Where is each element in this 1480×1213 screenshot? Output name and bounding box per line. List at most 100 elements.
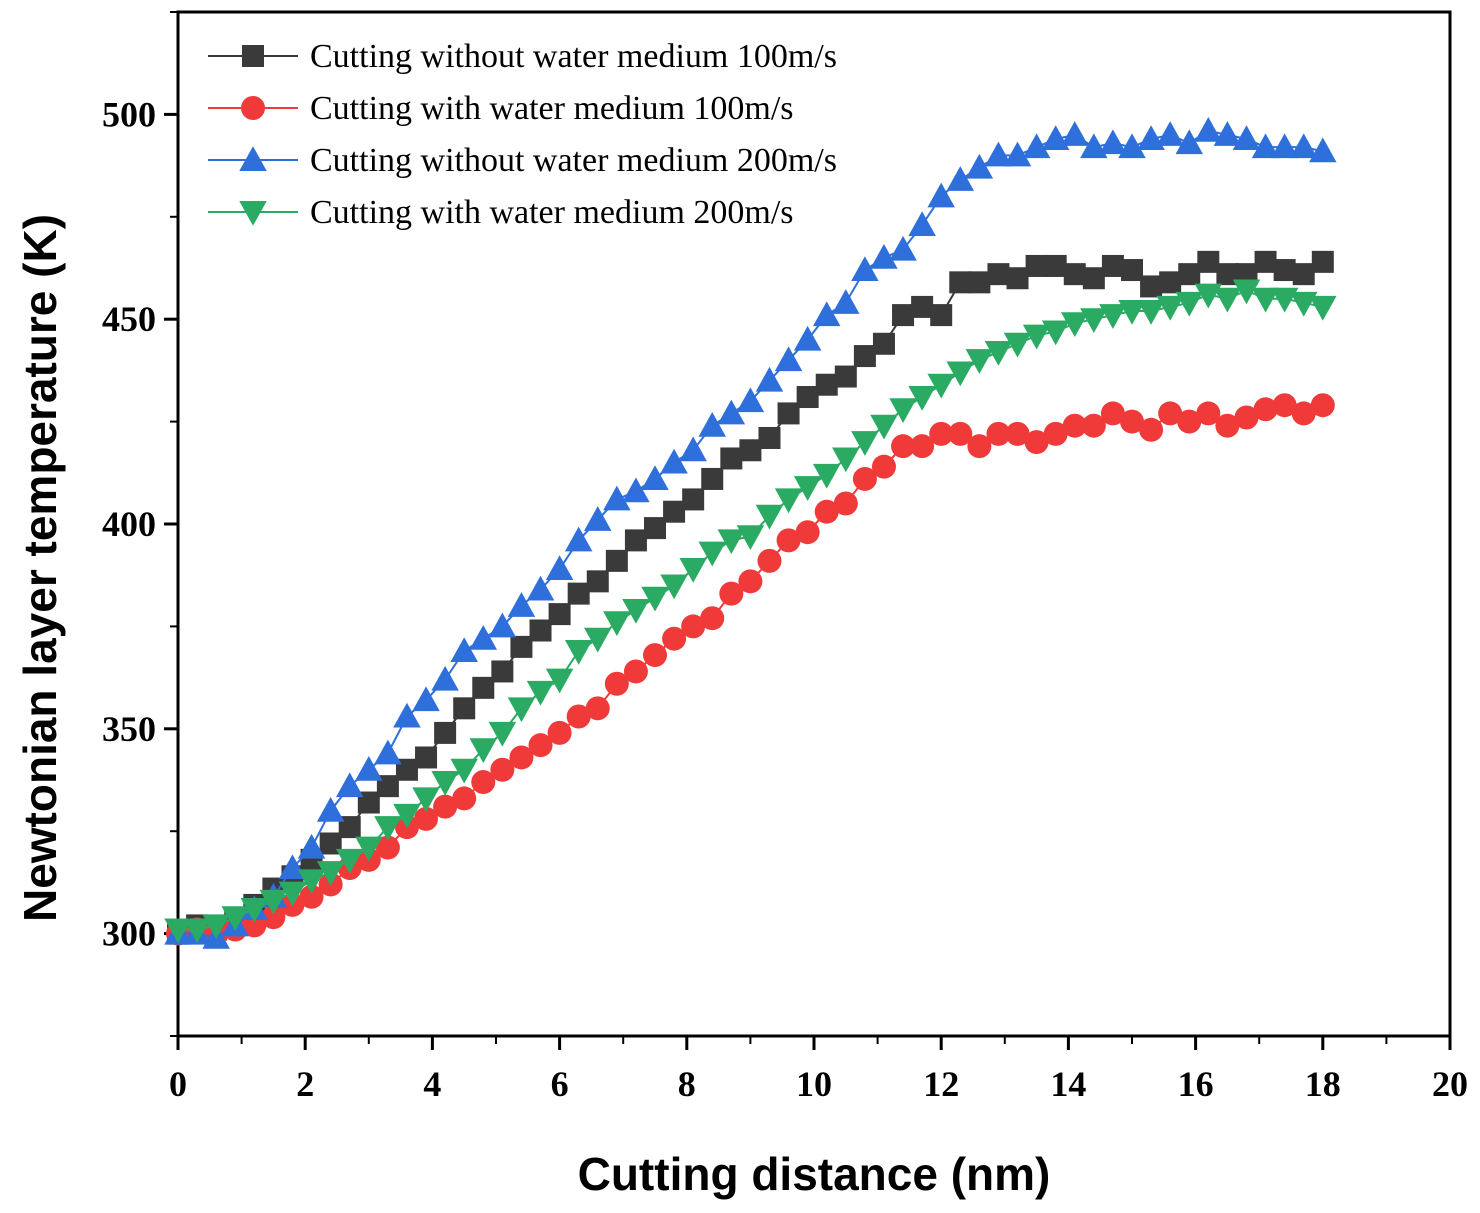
legend-marker bbox=[239, 201, 267, 226]
data-point bbox=[491, 660, 514, 683]
data-point bbox=[221, 906, 249, 931]
data-point bbox=[698, 411, 726, 437]
data-point bbox=[911, 295, 934, 318]
y-tick-label: 450 bbox=[102, 299, 156, 339]
data-point bbox=[1022, 324, 1051, 350]
data-point bbox=[469, 624, 498, 650]
data-point bbox=[1003, 141, 1032, 167]
data-point bbox=[183, 918, 211, 944]
data-point bbox=[701, 467, 724, 490]
data-point bbox=[930, 304, 953, 327]
data-point bbox=[965, 153, 994, 179]
data-point bbox=[1062, 413, 1087, 438]
data-point bbox=[335, 772, 364, 798]
data-point bbox=[1292, 263, 1315, 286]
legend-item: Cutting with water medium 100m/s bbox=[208, 90, 794, 127]
data-point bbox=[814, 499, 839, 524]
legend-label: Cutting with water medium 100m/s bbox=[310, 90, 794, 127]
x-tick-label: 14 bbox=[1050, 1064, 1086, 1104]
data-point bbox=[736, 525, 765, 551]
data-point bbox=[622, 477, 650, 503]
data-point bbox=[547, 720, 572, 745]
data-point bbox=[1213, 287, 1242, 313]
data-point bbox=[566, 704, 591, 729]
series-3 bbox=[164, 117, 1337, 949]
data-point bbox=[297, 833, 326, 859]
data-point bbox=[908, 386, 936, 411]
data-point bbox=[622, 599, 650, 624]
data-point bbox=[796, 386, 819, 409]
data-point bbox=[851, 256, 879, 282]
data-point bbox=[604, 671, 629, 696]
data-point bbox=[1024, 430, 1049, 455]
data-point bbox=[1309, 137, 1337, 163]
data-point bbox=[1232, 279, 1261, 305]
data-point bbox=[528, 733, 553, 758]
data-point bbox=[776, 528, 801, 553]
data-point bbox=[1158, 401, 1183, 426]
data-point bbox=[414, 806, 439, 831]
data-point bbox=[433, 794, 458, 819]
data-point bbox=[472, 676, 495, 699]
legend: Cutting without water medium 100m/s Cutti… bbox=[208, 38, 837, 231]
legend-label: Cutting without water medium 200m/s bbox=[310, 142, 837, 179]
data-point bbox=[1061, 121, 1089, 146]
x-tick-label: 4 bbox=[423, 1064, 441, 1104]
series-4 bbox=[164, 279, 1337, 944]
data-point bbox=[758, 426, 781, 449]
data-point bbox=[1025, 254, 1048, 277]
data-point bbox=[1251, 133, 1280, 159]
data-point bbox=[431, 665, 459, 691]
data-point bbox=[1156, 121, 1184, 146]
data-point bbox=[1120, 409, 1144, 434]
data-point bbox=[660, 574, 688, 600]
y-axis-title: Newtonian layer temperature (K) bbox=[14, 214, 66, 922]
data-point bbox=[1101, 254, 1124, 277]
data-point bbox=[202, 914, 230, 940]
data-point bbox=[717, 399, 746, 425]
data-point bbox=[1118, 300, 1146, 325]
data-point bbox=[833, 491, 858, 516]
data-point bbox=[872, 332, 895, 355]
data-point bbox=[355, 756, 383, 781]
x-axis-title: Cutting distance (nm) bbox=[578, 1148, 1051, 1200]
legend-item: Cutting without water medium 100m/s bbox=[208, 38, 837, 75]
data-point bbox=[1118, 133, 1146, 159]
data-point bbox=[660, 448, 688, 474]
y-tick-label: 350 bbox=[102, 709, 156, 749]
data-point bbox=[1121, 259, 1143, 282]
x-tick-label: 12 bbox=[923, 1064, 959, 1104]
data-point bbox=[1140, 275, 1163, 298]
data-point bbox=[662, 626, 687, 651]
data-point bbox=[889, 235, 917, 261]
data-point bbox=[452, 786, 477, 811]
data-point bbox=[374, 816, 402, 841]
data-point bbox=[910, 434, 935, 459]
data-point bbox=[965, 349, 994, 374]
data-point bbox=[1254, 250, 1277, 273]
data-point bbox=[986, 421, 1011, 446]
data-point bbox=[584, 506, 612, 531]
data-point bbox=[1137, 300, 1165, 325]
data-point bbox=[564, 526, 593, 552]
data-point bbox=[259, 889, 288, 915]
data-point bbox=[852, 466, 877, 491]
data-point bbox=[870, 244, 898, 269]
y-tick-label: 500 bbox=[102, 94, 156, 134]
data-point bbox=[510, 635, 533, 658]
data-point bbox=[793, 476, 822, 501]
y-tick-label: 400 bbox=[102, 504, 156, 544]
data-point bbox=[891, 434, 916, 459]
data-point bbox=[1311, 250, 1334, 273]
data-point bbox=[1159, 271, 1182, 294]
data-point bbox=[738, 569, 763, 594]
data-point bbox=[968, 271, 991, 294]
data-point bbox=[316, 796, 345, 822]
data-point bbox=[774, 488, 803, 514]
data-point bbox=[603, 611, 631, 637]
y-tick-label: 300 bbox=[102, 914, 156, 954]
data-point bbox=[717, 529, 746, 555]
data-point bbox=[507, 697, 536, 723]
data-point bbox=[1003, 332, 1032, 358]
